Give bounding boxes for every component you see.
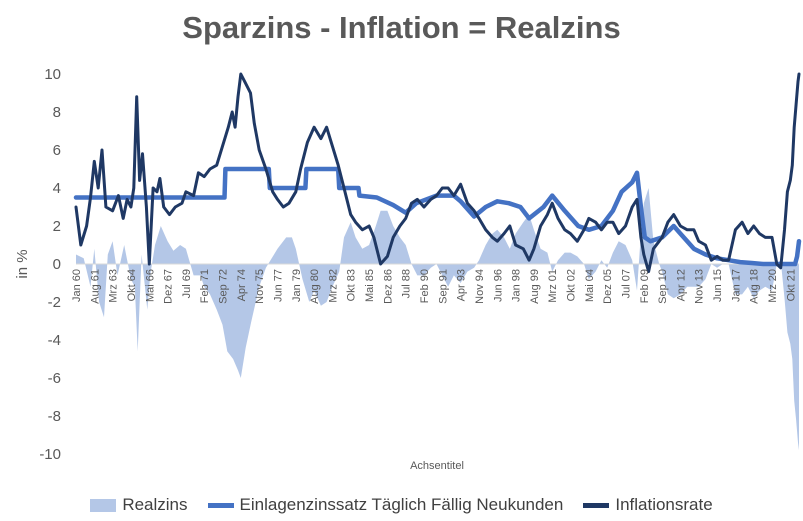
- x-tick-label: Okt 83: [346, 269, 358, 301]
- x-tick-label: Jul 88: [401, 269, 413, 298]
- x-tick-label: Jun 15: [712, 269, 724, 302]
- x-tick-labels: Jan 60 Aug 61 Mrz 63 Okt 64 Mai 66 Dez 67 Jul …: [71, 269, 797, 304]
- legend-label: Einlagenzinssatz Täglich Fällig Neukunde…: [239, 495, 564, 514]
- realzins-area-layer: [76, 188, 799, 451]
- x-tick-label: Aug 61: [89, 269, 101, 304]
- legend-item: Realzins: [90, 495, 188, 515]
- x-tick-label: Aug 99: [529, 269, 541, 304]
- x-tick-label: Aug 18: [749, 269, 761, 304]
- y-tick-label: -4: [48, 332, 61, 349]
- x-tick-label: Dez 67: [163, 269, 175, 304]
- line-series-layer: [73, 72, 802, 274]
- series-line-inflationsrate: [74, 72, 801, 274]
- legend-item: Einlagenzinssatz Täglich Fällig Neukunde…: [207, 495, 564, 515]
- legend-swatch: [583, 502, 610, 508]
- x-tick-label: Nov 94: [474, 269, 486, 304]
- x-tick-label: Feb 71: [199, 269, 211, 303]
- x-tick-label: Apr 12: [675, 269, 687, 301]
- legend-swatch: [207, 502, 234, 508]
- y-tick-label: 8: [53, 104, 61, 121]
- x-tick-label: Nov 75: [254, 269, 266, 304]
- y-tick-label: 6: [53, 142, 61, 159]
- y-axis-label: in %: [14, 249, 31, 278]
- x-tick-label: Jan 60: [71, 269, 83, 302]
- x-tick-label: Okt 64: [126, 269, 138, 301]
- legend-swatch: [90, 498, 117, 512]
- x-axis-label: Achsentitel: [410, 460, 464, 472]
- x-tick-label: Apr 74: [236, 269, 248, 301]
- legend-item: Inflationsrate: [583, 495, 713, 515]
- x-tick-label: Apr 93: [456, 269, 468, 301]
- x-tick-label: Mai 85: [364, 269, 376, 302]
- x-tick-label: Mai 04: [584, 269, 596, 302]
- chart-title: Sparzins - Inflation = Realzins: [182, 10, 621, 45]
- x-tick-label: Sep 72: [218, 269, 230, 304]
- x-tick-label: Feb 90: [419, 269, 431, 303]
- x-tick-label: Jul 69: [181, 269, 193, 298]
- x-tick-label: Jul 07: [621, 269, 633, 298]
- x-tick-label: Mai 66: [144, 269, 156, 302]
- x-tick-label: Okt 21: [785, 269, 797, 301]
- x-tick-label: Dez 86: [382, 269, 394, 304]
- x-tick-label: Jan 79: [291, 269, 303, 302]
- x-tick-label: Jan 98: [511, 269, 523, 302]
- x-tick-label: Nov 13: [694, 269, 706, 304]
- x-tick-label: Mrz 82: [327, 269, 339, 303]
- series-area-realzins: [76, 188, 799, 451]
- x-tick-label: Mrz 63: [108, 269, 120, 303]
- legend-label: Inflationsrate: [615, 495, 713, 514]
- x-tick-label: Okt 02: [566, 269, 578, 301]
- x-tick-label: Sep 10: [657, 269, 669, 304]
- x-tick-label: Jun 96: [492, 269, 504, 302]
- x-tick-label: Mrz 01: [547, 269, 559, 303]
- x-tick-label: Mrz 20: [767, 269, 779, 303]
- x-tick-label: Sep 91: [437, 269, 449, 304]
- legend: Realzins Einlagenzinssatz Täglich Fällig …: [0, 492, 803, 518]
- x-tick-label: Dez 05: [602, 269, 614, 304]
- y-tick-label: 0: [53, 256, 61, 273]
- y-tick-label: -2: [48, 294, 61, 311]
- x-tick-label: Aug 80: [309, 269, 321, 304]
- x-tick-label: Feb 09: [639, 269, 651, 303]
- x-tick-label: Jan 17: [730, 269, 742, 302]
- x-tick-label: Jun 77: [273, 269, 285, 302]
- legend-label: Realzins: [122, 495, 188, 514]
- y-tick-label: 2: [53, 218, 61, 235]
- y-tick-label: 10: [44, 66, 61, 83]
- y-tick-label: -6: [48, 370, 61, 387]
- y-tick-label: 4: [53, 180, 61, 197]
- y-tick-labels: 10 8 6 4 2 0 -2 -4 -6 -8 -10: [39, 66, 61, 463]
- y-tick-label: -8: [48, 408, 61, 425]
- y-tick-label: -10: [39, 446, 61, 463]
